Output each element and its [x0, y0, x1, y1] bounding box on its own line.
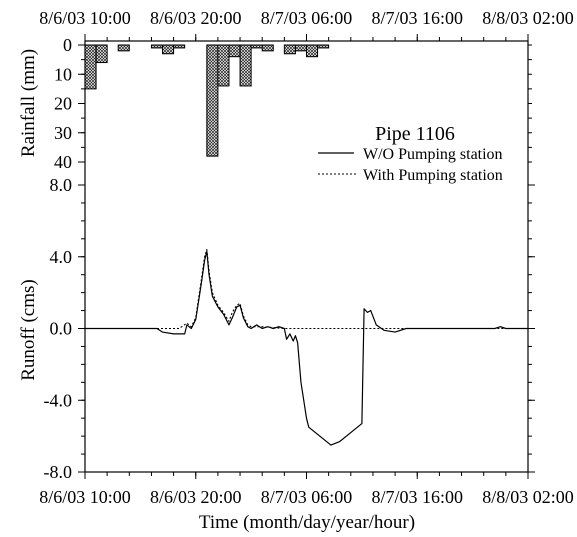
bottom-x-tick-label: 8/6/03 10:00: [39, 487, 131, 507]
runoff-y-tick-label: -8.0: [44, 462, 73, 482]
rainfall-bar: [283, 44, 296, 55]
rainfall-bar: [228, 44, 241, 58]
rainfall-y-tick-label: 40: [54, 152, 72, 172]
rainfall-bar: [117, 44, 130, 52]
rainfall-bar: [162, 44, 175, 55]
rainfall-bar: [261, 44, 274, 52]
rainfall-bar: [306, 44, 319, 58]
legend-title: Pipe 1106: [375, 123, 455, 145]
runoff-lines: [85, 249, 528, 446]
rainfall-bars: [84, 44, 330, 157]
rainfall-bar: [317, 44, 330, 49]
rainfall-bar: [150, 44, 164, 49]
rainfall-y-tick-label: 0: [63, 35, 72, 55]
top-x-tick-label: 8/6/03 10:00: [39, 8, 131, 28]
tick-labels: 8/6/03 10:00 8/6/03 20:00 8/7/03 06:00 8/7/…: [39, 8, 574, 507]
rainfall-y-tick-label: 10: [54, 64, 72, 84]
rainfall-bar: [84, 44, 97, 90]
bottom-x-tick-label: 8/7/03 16:00: [371, 487, 463, 507]
rainfall-bar: [206, 44, 219, 157]
rainfall-bar: [217, 44, 230, 87]
top-x-tick-label: 8/8/03 02:00: [482, 8, 574, 28]
legend: Pipe 1106 W/O Pumping station With Pumpi…: [318, 123, 503, 184]
axes: [78, 34, 535, 479]
rainfall-y-tick-label: 20: [54, 94, 72, 114]
runoff-y-tick-label: 0.0: [50, 319, 73, 339]
legend-label-wo-pumping: W/O Pumping station: [363, 146, 503, 163]
top-x-tick-label: 8/6/03 20:00: [150, 8, 242, 28]
rainfall-axis-title: Rainfall (mm): [18, 49, 39, 157]
time-axis-title: Time (month/day/year/hour): [199, 512, 415, 533]
legend-label-with-pumping: With Pumping station: [363, 167, 503, 184]
runoff-line-with-pumping: [85, 249, 528, 330]
plot-frame: [84, 40, 529, 473]
bottom-x-tick-label: 8/8/03 02:00: [482, 487, 574, 507]
runoff-y-tick-label: 8.0: [50, 175, 73, 195]
top-x-tick-label: 8/7/03 16:00: [371, 8, 463, 28]
runoff-line-wo-pumping: [85, 250, 528, 446]
rainfall-bar: [173, 44, 186, 49]
top-x-tick-label: 8/7/03 06:00: [261, 8, 353, 28]
runoff-y-tick-label: 4.0: [50, 247, 73, 267]
bottom-x-tick-label: 8/7/03 06:00: [261, 487, 353, 507]
bottom-x-tick-label: 8/6/03 20:00: [150, 487, 242, 507]
rainfall-bar: [250, 44, 263, 49]
runoff-axis-title: Runoff (cms): [18, 279, 39, 381]
runoff-y-tick-label: -4.0: [44, 390, 73, 410]
rainfall-bar: [239, 44, 252, 87]
rainfall-y-tick-label: 30: [54, 123, 72, 143]
rainfall-bar: [95, 44, 108, 64]
rainfall-bar: [294, 44, 307, 52]
